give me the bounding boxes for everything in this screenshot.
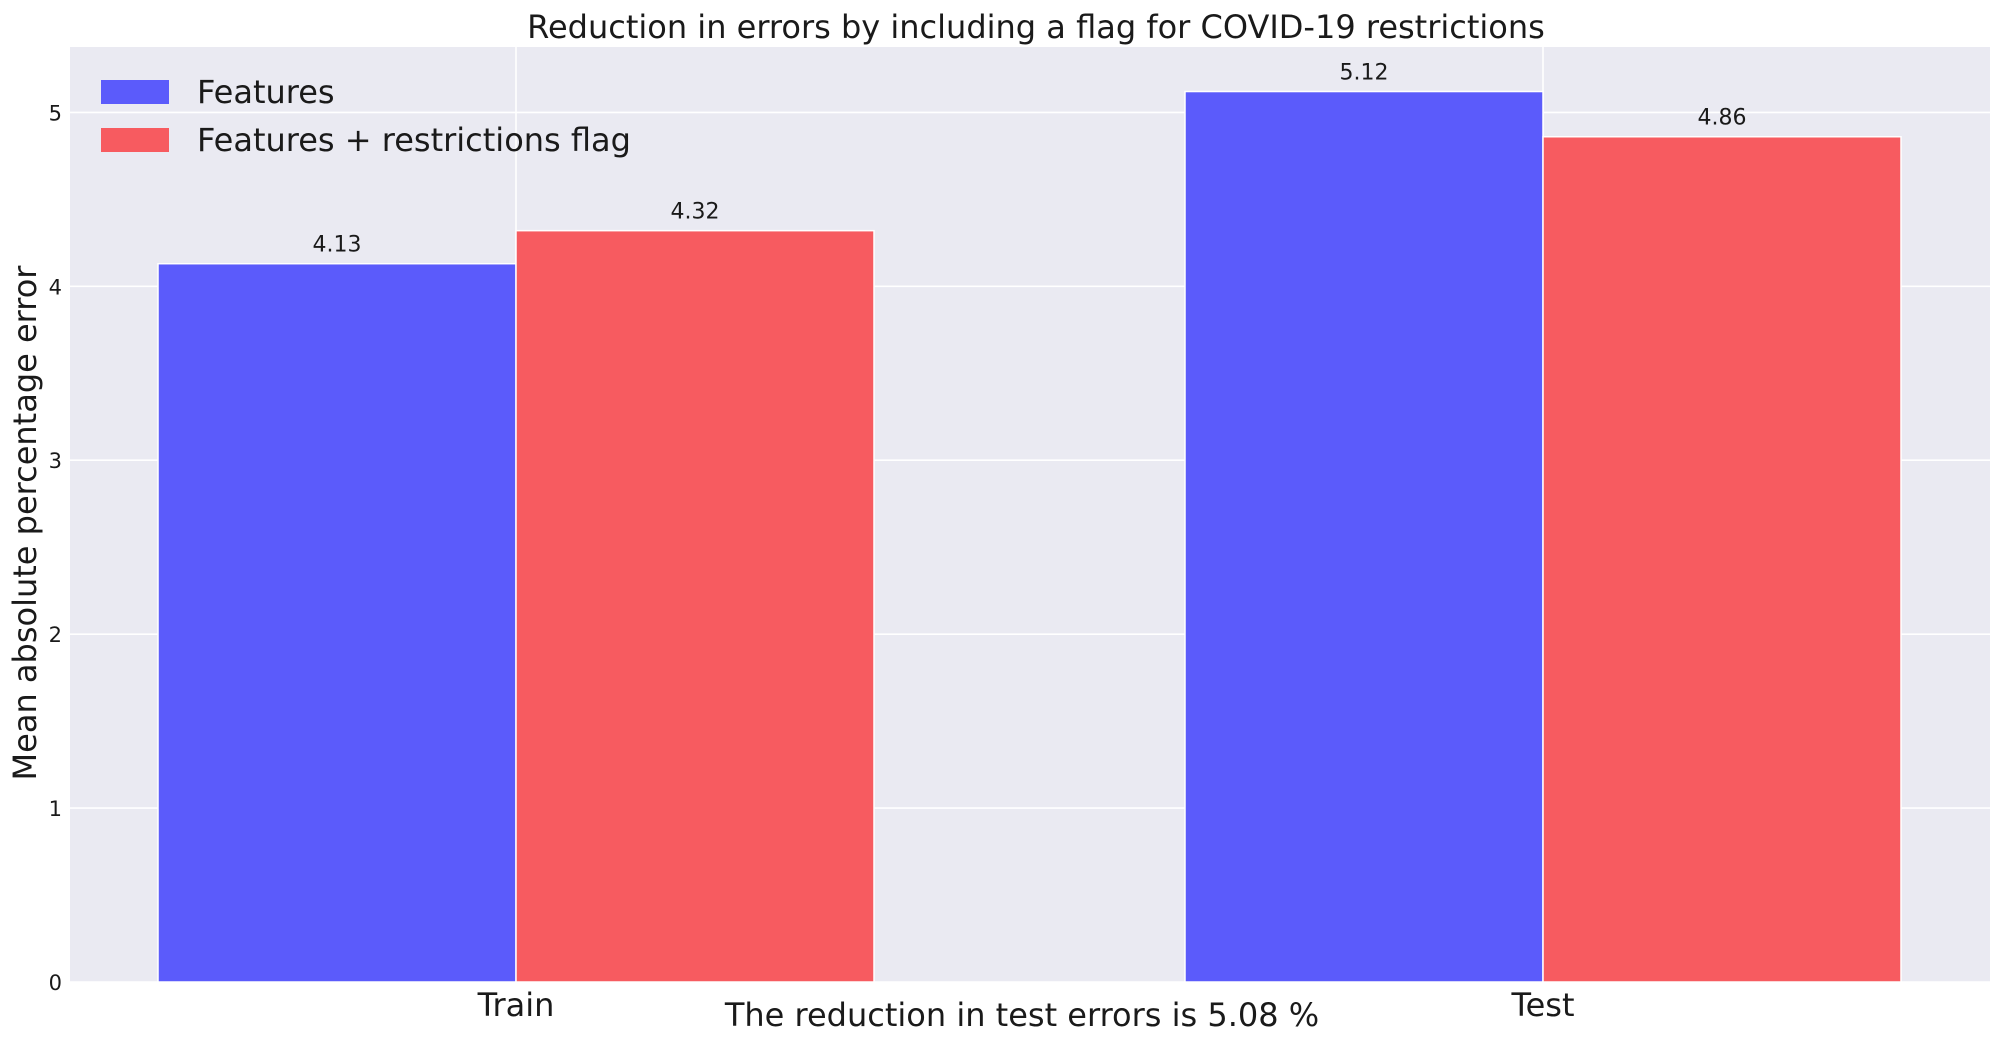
- legend-swatch-features: [101, 80, 169, 104]
- bars: [157, 90, 1902, 983]
- x-tick-label: Train: [477, 986, 555, 1024]
- y-axis-ticks: 0 1 2 3 4 5: [49, 101, 62, 995]
- y-tick-label: 3: [49, 449, 62, 473]
- bar-features-train: [157, 262, 517, 983]
- y-tick-label: 1: [49, 797, 62, 821]
- y-tick-label: 0: [49, 971, 62, 995]
- legend-label-features-restrictions-flag: Features + restrictions flag: [197, 121, 631, 159]
- chart-title: Reduction in errors by including a flag …: [527, 8, 1545, 46]
- data-label: 5.12: [1340, 61, 1389, 86]
- data-label: 4.32: [671, 200, 720, 225]
- legend: Features Features + restrictions flag: [101, 73, 631, 159]
- data-label: 4.13: [313, 233, 362, 258]
- x-axis-label: The reduction in test errors is 5.08 %: [724, 996, 1319, 1034]
- data-label: 4.86: [1698, 106, 1747, 131]
- y-axis-label: Mean absolute percentage error: [6, 265, 44, 781]
- bar-features-test: [1184, 90, 1544, 983]
- bar-features-restrictions-flag-test: [1542, 135, 1902, 983]
- y-tick-label: 2: [49, 623, 62, 647]
- x-axis-categories: Train Test: [477, 986, 1575, 1024]
- bar-features-restrictions-flag-train: [515, 229, 875, 983]
- legend-swatch-features-restrictions-flag: [101, 128, 169, 152]
- legend-label-features: Features: [197, 73, 335, 111]
- y-tick-label: 5: [49, 101, 62, 125]
- data-labels: 4.13 5.12 4.32 4.86: [313, 61, 1747, 258]
- x-tick-label: Test: [1510, 986, 1574, 1024]
- y-tick-label: 4: [49, 275, 62, 299]
